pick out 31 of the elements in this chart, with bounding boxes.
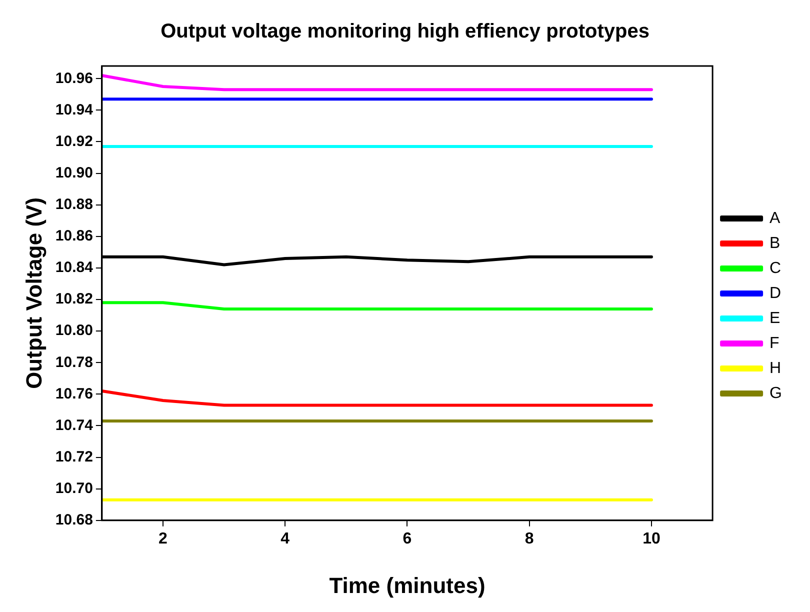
y-axis-title: Output Voltage (V) xyxy=(21,197,46,389)
x-tick-label: 2 xyxy=(158,530,168,548)
chart-title: Output voltage monitoring high effiency prototypes xyxy=(160,20,650,43)
y-tick-label: 10.86 xyxy=(55,228,93,245)
y-tick-label: 10.96 xyxy=(55,70,93,87)
y-tick-label: 10.88 xyxy=(55,196,93,213)
y-tick-label: 10.80 xyxy=(55,322,93,340)
legend-label: F xyxy=(770,334,780,352)
x-tick-label: 8 xyxy=(524,530,534,548)
legend-label: G xyxy=(770,384,782,402)
legend-label: D xyxy=(770,284,782,302)
y-tick-label: 10.70 xyxy=(55,480,93,497)
x-tick-label: 10 xyxy=(642,530,660,548)
x-tick-label: 4 xyxy=(280,530,290,548)
y-tick-label: 10.68 xyxy=(55,512,93,529)
y-tick-label: 10.90 xyxy=(55,164,93,182)
x-axis-title: Time (minutes) xyxy=(329,572,486,598)
y-tick-label: 10.84 xyxy=(55,259,94,276)
y-tick-label: 10.92 xyxy=(55,132,93,150)
y-tick-label: 10.76 xyxy=(55,385,93,402)
legend-label: E xyxy=(770,310,780,327)
legend-label: A xyxy=(770,210,781,227)
y-tick-label: 10.82 xyxy=(55,290,93,308)
y-tick-label: 10.78 xyxy=(55,354,93,371)
y-tick-label: 10.94 xyxy=(55,101,94,118)
x-tick-label: 6 xyxy=(402,530,412,548)
legend-label: H xyxy=(770,360,782,377)
y-tick-label: 10.72 xyxy=(55,448,93,466)
legend-label: B xyxy=(770,234,780,252)
legend-label: C xyxy=(770,260,782,277)
y-tick-label: 10.74 xyxy=(55,416,94,434)
